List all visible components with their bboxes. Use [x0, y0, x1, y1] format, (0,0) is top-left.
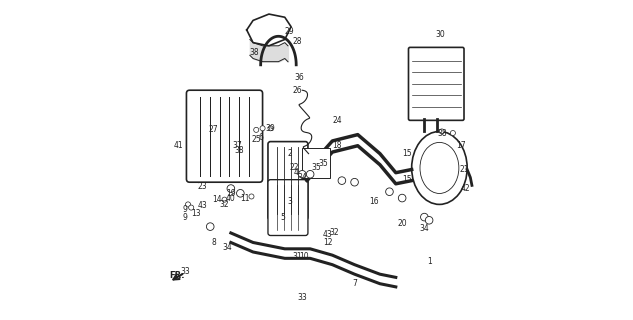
- Circle shape: [385, 188, 393, 196]
- Circle shape: [338, 177, 346, 184]
- Text: 10: 10: [299, 252, 309, 261]
- Text: 23: 23: [197, 182, 207, 191]
- Circle shape: [351, 178, 358, 186]
- Text: 3: 3: [287, 197, 292, 206]
- Text: 21: 21: [460, 165, 469, 174]
- FancyBboxPatch shape: [408, 47, 464, 120]
- Circle shape: [189, 205, 194, 210]
- Text: 16: 16: [369, 197, 379, 206]
- Text: 4: 4: [294, 168, 298, 177]
- Circle shape: [425, 216, 433, 224]
- Text: 37: 37: [232, 141, 242, 150]
- Text: 38: 38: [250, 48, 260, 57]
- Text: 13: 13: [191, 209, 201, 219]
- Text: 26: 26: [292, 86, 303, 95]
- Text: 32: 32: [329, 228, 339, 237]
- Text: 2: 2: [287, 149, 292, 158]
- Text: 11: 11: [241, 194, 250, 203]
- Text: 38: 38: [234, 146, 244, 155]
- Text: 25: 25: [251, 135, 261, 144]
- Ellipse shape: [411, 132, 467, 204]
- Text: 8: 8: [211, 238, 216, 247]
- Circle shape: [298, 171, 306, 178]
- Text: 12: 12: [323, 238, 332, 247]
- Text: 38: 38: [437, 129, 447, 138]
- Circle shape: [398, 194, 406, 202]
- Text: 34: 34: [298, 173, 307, 182]
- Circle shape: [420, 213, 428, 221]
- Text: 6: 6: [258, 133, 263, 142]
- Text: 17: 17: [456, 141, 466, 150]
- Text: 9: 9: [182, 212, 187, 222]
- Text: 32: 32: [220, 200, 229, 209]
- Text: 29: 29: [285, 27, 294, 36]
- Text: 42: 42: [461, 184, 470, 193]
- Text: 33: 33: [180, 267, 190, 276]
- Circle shape: [227, 185, 235, 192]
- Text: 27: 27: [209, 125, 218, 134]
- Text: 20: 20: [398, 219, 407, 228]
- Circle shape: [222, 197, 227, 202]
- FancyBboxPatch shape: [268, 142, 308, 220]
- Text: 30: 30: [436, 30, 445, 39]
- Circle shape: [260, 126, 265, 131]
- Text: 36: 36: [294, 73, 304, 82]
- Polygon shape: [247, 14, 291, 46]
- Circle shape: [306, 171, 314, 178]
- Text: 33: 33: [298, 293, 307, 302]
- Circle shape: [450, 131, 455, 136]
- Ellipse shape: [420, 142, 459, 194]
- Text: FR.: FR.: [169, 271, 185, 280]
- Text: 5: 5: [281, 212, 285, 222]
- Text: 15: 15: [402, 149, 411, 158]
- Text: 28: 28: [292, 36, 302, 45]
- Text: 22: 22: [289, 164, 299, 172]
- Text: 14: 14: [212, 195, 222, 204]
- Text: 40: 40: [226, 194, 235, 203]
- Text: 18: 18: [332, 141, 342, 150]
- FancyBboxPatch shape: [301, 148, 330, 178]
- Text: 41: 41: [173, 141, 184, 150]
- Text: 39: 39: [266, 124, 275, 133]
- Text: 43: 43: [323, 230, 332, 239]
- Circle shape: [206, 223, 214, 230]
- Circle shape: [254, 127, 259, 132]
- FancyBboxPatch shape: [268, 180, 308, 236]
- Text: 15: 15: [402, 174, 411, 184]
- Text: 34: 34: [420, 224, 429, 233]
- Text: 19: 19: [226, 189, 235, 198]
- Text: 43: 43: [197, 202, 207, 211]
- Text: 31: 31: [292, 252, 303, 261]
- Text: 7: 7: [352, 279, 357, 288]
- Text: 35: 35: [311, 164, 322, 172]
- Text: 9: 9: [182, 205, 187, 214]
- Circle shape: [185, 202, 191, 207]
- Circle shape: [268, 126, 273, 131]
- Circle shape: [439, 129, 444, 134]
- Text: 1: 1: [427, 257, 432, 266]
- FancyBboxPatch shape: [187, 90, 263, 182]
- Text: 24: 24: [332, 116, 342, 125]
- Text: 35: 35: [318, 159, 328, 168]
- Circle shape: [249, 194, 254, 199]
- Circle shape: [237, 189, 244, 197]
- Text: 34: 34: [223, 243, 232, 252]
